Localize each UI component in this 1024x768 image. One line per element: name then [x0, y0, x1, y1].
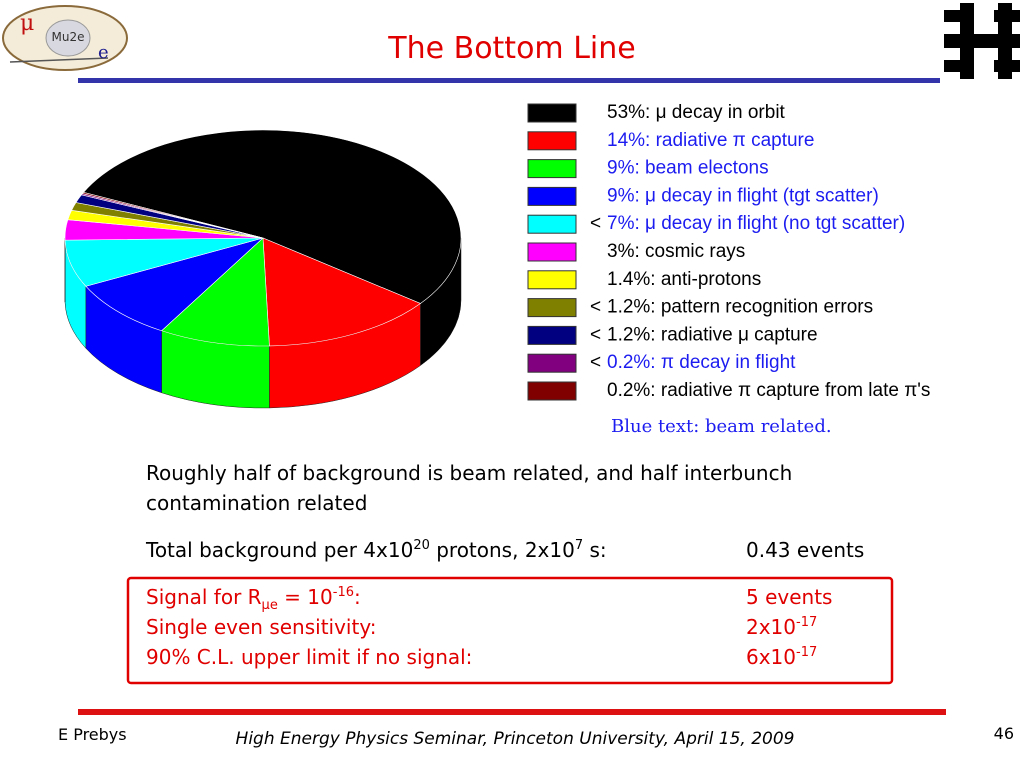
- text: = 10: [278, 585, 333, 609]
- text: :: [354, 585, 361, 609]
- logo-e: e: [98, 42, 109, 63]
- logo-circle: [45, 19, 91, 57]
- page-number: 46: [994, 724, 1014, 743]
- pie-chart: [64, 129, 462, 409]
- legend-swatch: [527, 353, 577, 373]
- pie-sides: [64, 237, 462, 409]
- text: 6x10: [746, 645, 796, 669]
- legend-label: 9%: beam electons: [607, 158, 769, 179]
- sup: -17: [796, 645, 817, 660]
- logo-track: [9, 57, 109, 63]
- box-value: 6x10-17: [746, 645, 817, 669]
- signal-box: [126, 576, 894, 685]
- legend-swatch: [527, 381, 577, 401]
- legend-prefix: <: [590, 297, 601, 318]
- legend-swatch: [527, 103, 577, 123]
- text: s:: [583, 538, 607, 562]
- mu2e-logo: μ Mu2e e: [2, 5, 128, 71]
- text: protons, 2x10: [430, 538, 575, 562]
- logo-name: Mu2e: [52, 30, 85, 44]
- pie-slice: [83, 129, 462, 304]
- box-value: 2x10-17: [746, 615, 817, 639]
- sup: -17: [796, 615, 817, 630]
- footer-event: High Energy Physics Seminar, Princeton U…: [236, 729, 795, 749]
- sub: μe: [262, 598, 278, 613]
- logo-bar: [944, 34, 1020, 48]
- legend-swatch: [527, 214, 577, 234]
- legend-label: 0.2%: π decay in flight: [607, 352, 796, 373]
- legend-swatch: [527, 159, 577, 179]
- legend-label: 14%: radiative π capture: [607, 130, 814, 151]
- body-value: 0.43 events: [746, 538, 864, 562]
- pie-tops: [64, 129, 462, 347]
- text: Total background per 4x10: [145, 538, 413, 562]
- logo-bar: [994, 60, 1020, 72]
- box-value: 5 events: [746, 585, 832, 609]
- legend-label: 1.2%: pattern recognition errors: [607, 297, 873, 318]
- legend-swatch: [527, 131, 577, 151]
- legend: 53%: μ decay in orbit 14%: radiative π ca…: [527, 102, 930, 401]
- text: 2x10: [746, 615, 796, 639]
- logo-bar: [944, 10, 972, 22]
- logo-bar: [994, 10, 1020, 22]
- text: Signal for R: [146, 585, 262, 609]
- legend-swatch: [527, 298, 577, 318]
- box-text: Signal for Rμe = 10-16:: [146, 585, 361, 613]
- footer-rule: [78, 709, 946, 715]
- legend-prefix: <: [590, 352, 601, 373]
- fermilab-logo: [944, 3, 1020, 79]
- logo-bar: [944, 60, 972, 72]
- box-text: Single even sensitivity:: [146, 615, 376, 639]
- legend-label: 1.4%: anti-protons: [607, 269, 761, 290]
- legend-note: Blue text: beam related.: [611, 416, 832, 437]
- pie-slice: [161, 237, 270, 347]
- legend-swatch: [527, 242, 577, 262]
- box-text: 90% C.L. upper limit if no signal:: [146, 645, 472, 669]
- legend-swatch: [527, 325, 577, 345]
- legend-prefix: <: [590, 213, 601, 234]
- sup: -16: [333, 585, 354, 600]
- title-rule: [78, 78, 940, 83]
- slide-title: The Bottom Line: [387, 31, 635, 66]
- legend-label: 0.2%: radiative π capture from late π's: [607, 380, 930, 401]
- legend-label: 3%: cosmic rays: [607, 241, 745, 262]
- legend-prefix: <: [590, 324, 601, 345]
- legend-label: 7%: μ decay in flight (no tgt scatter): [607, 213, 905, 234]
- sup: 20: [413, 538, 430, 553]
- footer-author: E Prebys: [58, 725, 127, 744]
- pie-slice: [262, 237, 422, 347]
- legend-label: 53%: μ decay in orbit: [607, 102, 786, 123]
- legend-swatch: [527, 186, 577, 206]
- sup: 7: [575, 538, 583, 553]
- legend-swatch: [527, 270, 577, 290]
- signal-lines: Signal for Rμe = 10-16: 5 events Single …: [146, 585, 832, 669]
- legend-label: 9%: μ decay in flight (tgt scatter): [607, 185, 879, 206]
- pie-slice: [85, 237, 264, 332]
- body-text: contamination related: [146, 491, 367, 515]
- body-text: Total background per 4x1020 protons, 2x1…: [145, 538, 607, 562]
- logo-mu: μ: [20, 11, 34, 36]
- body-text: Roughly half of background is beam relat…: [146, 461, 792, 485]
- pie-slice: [81, 192, 264, 239]
- legend-label: 1.2%: radiative μ capture: [607, 324, 818, 345]
